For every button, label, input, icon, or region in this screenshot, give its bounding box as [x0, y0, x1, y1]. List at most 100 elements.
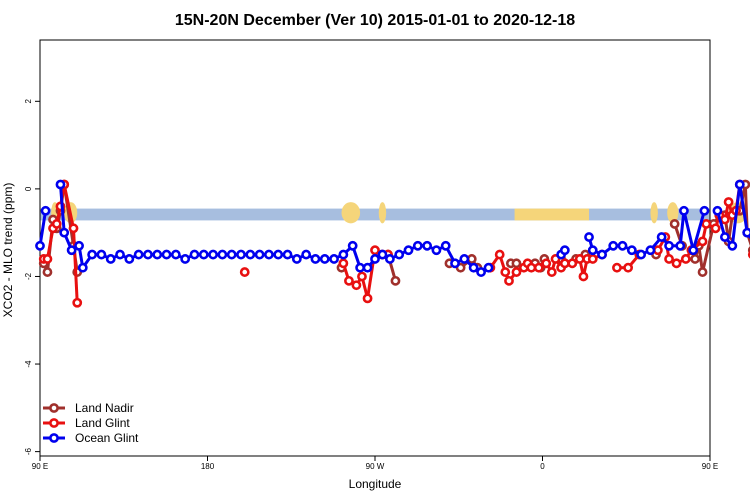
data-point: [697, 267, 708, 277]
data-point: [511, 267, 522, 277]
data-point: [87, 249, 98, 260]
data-point: [431, 245, 442, 256]
data-point: [422, 240, 433, 251]
data-point: [734, 179, 745, 190]
y-axis-label: XCO2 - MLO trend (ppm): [1, 183, 15, 318]
data-point: [377, 249, 388, 260]
legend-entry: Ocean Glint: [43, 431, 139, 445]
data-point: [645, 245, 656, 256]
series-land-glint: [38, 179, 750, 308]
data-point: [500, 267, 511, 277]
data-point: [133, 249, 144, 260]
data-point: [55, 179, 66, 190]
data-point: [476, 267, 486, 277]
legend-swatch-marker: [49, 418, 59, 428]
legend-swatch-marker: [49, 433, 59, 443]
data-point: [719, 214, 730, 225]
series-segment: [72, 228, 79, 303]
data-point: [466, 254, 477, 264]
data-point: [319, 254, 330, 264]
x-tick-label: 0: [540, 462, 545, 471]
data-point: [329, 254, 339, 264]
data-point: [608, 240, 619, 251]
data-point: [338, 249, 349, 260]
data-point: [338, 258, 349, 269]
data-point: [412, 240, 423, 251]
data-point: [77, 262, 88, 273]
data-point: [526, 262, 537, 273]
legend-label: Land Glint: [75, 416, 130, 430]
data-point: [559, 258, 570, 269]
data-point: [688, 245, 699, 256]
data-point: [390, 275, 401, 286]
data-point: [578, 271, 589, 282]
series-segment: [38, 210, 48, 247]
data-point: [574, 254, 585, 264]
data-point: [362, 262, 373, 273]
data-point: [394, 249, 405, 260]
data-point: [559, 245, 570, 256]
series-segment: [691, 210, 706, 251]
land-blob: [650, 202, 658, 224]
data-point: [370, 245, 380, 256]
series-layer: [35, 179, 750, 308]
x-axis-label: Longitude: [349, 477, 402, 491]
data-point: [152, 249, 163, 260]
data-point: [68, 223, 79, 234]
data-point: [42, 267, 53, 277]
data-point: [273, 249, 284, 260]
data-point: [74, 240, 84, 251]
data-point: [310, 254, 321, 264]
data-point: [546, 267, 557, 277]
data-point: [675, 240, 686, 251]
data-point: [357, 271, 367, 282]
data-point: [355, 262, 366, 273]
data-point: [504, 275, 514, 286]
data-point: [727, 240, 738, 251]
data-point: [115, 249, 125, 260]
series-segment: [62, 184, 75, 229]
data-point: [198, 249, 209, 260]
data-point: [217, 249, 228, 260]
data-point: [208, 249, 218, 260]
background-band: [40, 202, 748, 224]
series-segment: [730, 184, 742, 246]
data-point: [403, 245, 414, 256]
data-point: [42, 254, 53, 264]
x-tick-label: 90 W: [366, 462, 385, 471]
data-point: [612, 262, 622, 273]
land-block: [514, 208, 590, 221]
data-point: [656, 232, 667, 242]
data-point: [124, 254, 135, 264]
data-point: [282, 249, 293, 260]
data-point: [710, 223, 721, 234]
data-point: [712, 205, 723, 216]
series-segment: [682, 210, 695, 251]
data-point: [597, 249, 607, 260]
land-shape: [667, 202, 679, 224]
data-point: [671, 258, 682, 269]
land-shape: [378, 202, 387, 224]
data-point: [440, 240, 451, 251]
y-tick-label: 2: [24, 99, 33, 104]
series-segment: [45, 228, 55, 260]
series-segment: [701, 223, 716, 273]
data-point: [541, 258, 552, 269]
data-point: [567, 258, 578, 269]
data-point: [511, 258, 522, 269]
data-point: [652, 245, 663, 256]
data-point: [719, 232, 730, 242]
land-shape: [341, 202, 361, 224]
data-point: [370, 254, 380, 264]
data-point: [623, 262, 634, 273]
y-tick-label: -6: [24, 448, 33, 456]
data-point: [362, 293, 373, 304]
data-point: [494, 249, 505, 260]
land-blob: [341, 202, 361, 224]
y-tick-label: -2: [24, 272, 33, 280]
land-shape: [514, 208, 590, 221]
data-point: [239, 267, 250, 277]
data-point: [291, 254, 302, 264]
data-point: [587, 245, 598, 256]
